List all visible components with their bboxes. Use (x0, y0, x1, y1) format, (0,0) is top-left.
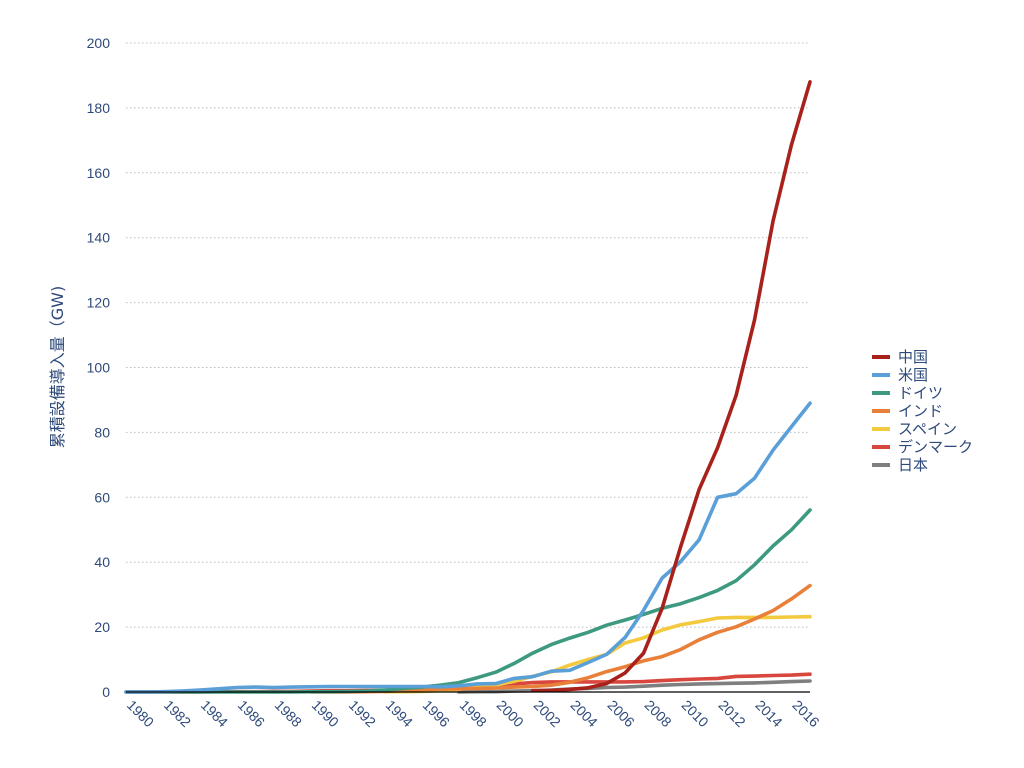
legend-label: インド (898, 402, 943, 420)
legend-item: デンマーク (872, 438, 973, 456)
series-lines (124, 80, 812, 694)
x-tick-label: 2016 (789, 697, 822, 730)
y-tick-label: 200 (87, 35, 111, 51)
legend-label: 米国 (898, 366, 928, 384)
legend-item: ドイツ (872, 384, 943, 402)
y-tick-label: 60 (94, 489, 110, 505)
x-tick-label: 1982 (161, 697, 194, 730)
x-tick-label: 2010 (678, 697, 711, 730)
legend-label: 日本 (898, 456, 928, 474)
gridlines (126, 42, 810, 628)
y-tick-label: 140 (87, 230, 111, 246)
series-line-1 (124, 401, 812, 694)
y-axis-label: 累積設備導入量（GW) (48, 286, 67, 448)
legend-label: 中国 (898, 348, 928, 366)
x-tick-label: 1986 (235, 697, 268, 730)
y-axis-ticks: 0 20 40 60 80 100 120 140 160 180 200 (87, 35, 111, 700)
legend-label: デンマーク (898, 438, 973, 456)
y-tick-label: 120 (87, 295, 111, 311)
x-tick-label: 2002 (531, 697, 564, 730)
x-tick-label: 1988 (272, 697, 305, 730)
legend-item: 日本 (872, 456, 928, 474)
x-tick-label: 2000 (494, 697, 527, 730)
x-tick-label: 2006 (605, 697, 638, 730)
x-tick-label: 1990 (309, 697, 342, 730)
x-tick-label: 2004 (568, 697, 601, 730)
x-tick-label: 1998 (457, 697, 490, 730)
legend-item: インド (872, 402, 943, 420)
x-axis-ticks: 1980 1982 1984 1986 1988 1990 1992 1994 1996 1998… (124, 697, 823, 730)
x-tick-label: 1994 (383, 697, 416, 730)
y-tick-label: 80 (94, 424, 110, 440)
legend-item: 米国 (872, 366, 928, 384)
series-line-6 (456, 679, 812, 694)
x-tick-label: 2014 (752, 697, 785, 730)
series-line-2 (124, 508, 812, 694)
legend-label: スペイン (898, 420, 957, 438)
y-tick-label: 20 (94, 619, 110, 635)
x-tick-label: 1984 (198, 697, 231, 730)
y-tick-label: 40 (94, 554, 110, 570)
series-line-0 (530, 80, 812, 693)
x-tick-label: 1980 (124, 697, 157, 730)
y-tick-label: 100 (87, 360, 111, 376)
x-tick-label: 2008 (642, 697, 675, 730)
legend-item: スペイン (872, 420, 957, 438)
x-tick-label: 1992 (346, 697, 379, 730)
legend-item: 中国 (872, 348, 928, 366)
y-tick-label: 0 (102, 684, 110, 700)
y-tick-label: 160 (87, 165, 111, 181)
y-tick-label: 180 (87, 100, 111, 116)
x-tick-label: 1996 (420, 697, 453, 730)
legend-label: ドイツ (898, 384, 943, 402)
x-tick-label: 2012 (715, 697, 748, 730)
